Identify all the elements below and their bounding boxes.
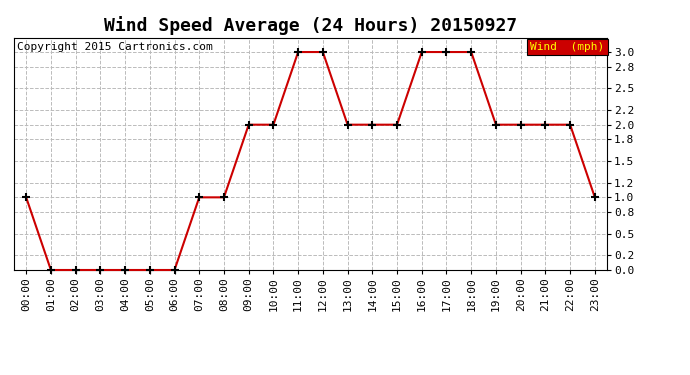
Title: Wind Speed Average (24 Hours) 20150927: Wind Speed Average (24 Hours) 20150927 xyxy=(104,16,517,34)
Text: Copyright 2015 Cartronics.com: Copyright 2015 Cartronics.com xyxy=(17,42,213,52)
Text: Wind  (mph): Wind (mph) xyxy=(530,42,604,52)
